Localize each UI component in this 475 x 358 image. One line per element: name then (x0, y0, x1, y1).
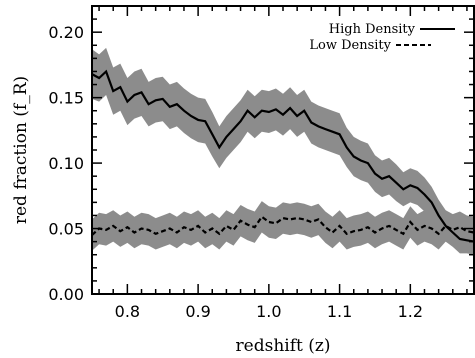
legend-label-high-density: High Density (329, 22, 416, 37)
series-lines (91, 69, 475, 243)
x-tick-label: 0.9 (185, 302, 210, 321)
tick-labels: 0.8 0.9 1.0 1.1 1.2 0.00 0.05 0.10 0.15 0.20 (48, 23, 423, 321)
legend-label-low-density: Low Density (309, 38, 391, 53)
y-axis-label-text: red fraction (f_R) (11, 76, 31, 224)
y-tick-label: 0.20 (48, 23, 84, 42)
y-tick-label: 0.00 (48, 285, 84, 304)
x-axis-label-text: redshift (z) (236, 336, 331, 356)
plot-frame (91, 5, 475, 295)
series-line-low-density (91, 215, 475, 236)
y-tick-label: 0.10 (48, 154, 84, 173)
axis-ticks (92, 5, 474, 295)
x-axis-label: redshift (z) (236, 336, 331, 356)
y-axis-label: red fraction (f_R) (11, 76, 31, 224)
error-band-low-density (92, 201, 474, 251)
y-tick-label: 0.05 (48, 220, 84, 239)
x-tick-label: 1.2 (398, 302, 423, 321)
x-tick-label: 1.0 (256, 302, 281, 321)
legend: High Density Low Density (309, 22, 455, 53)
error-band-high-density (92, 47, 474, 255)
y-tick-label: 0.15 (48, 89, 84, 108)
error-bands (92, 47, 474, 255)
x-tick-label: 0.8 (115, 302, 140, 321)
series-line-high-density (91, 69, 475, 243)
x-tick-label: 1.1 (327, 302, 352, 321)
